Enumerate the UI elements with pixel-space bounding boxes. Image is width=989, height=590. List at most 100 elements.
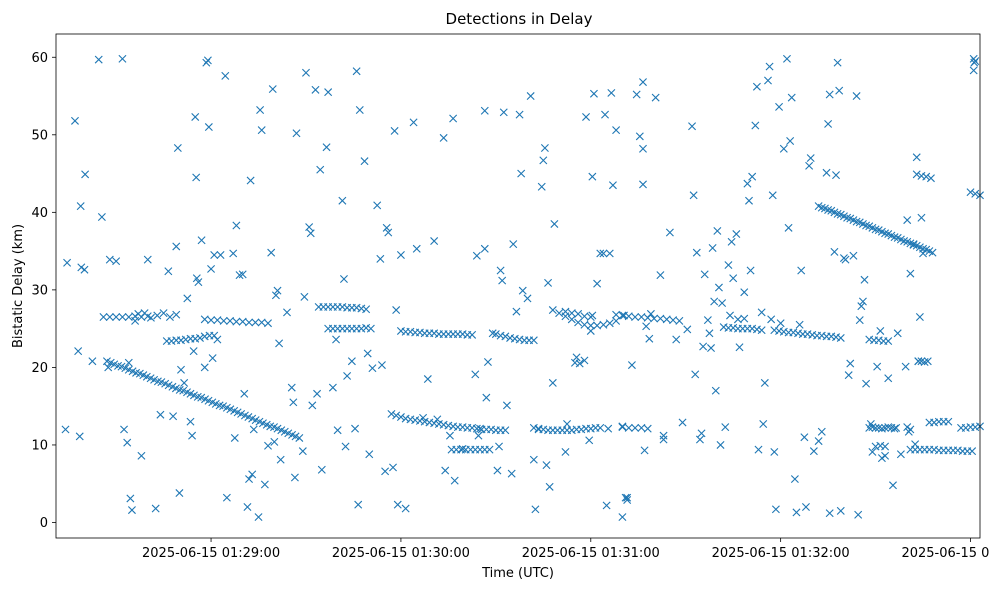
detection-point <box>801 502 810 511</box>
detection-point <box>507 469 516 478</box>
detection-point <box>468 330 477 339</box>
detection-point <box>888 481 897 490</box>
detection-point <box>63 258 72 267</box>
x-tick-label: 2025-06-15 01:29:00 <box>142 546 280 561</box>
detection-point <box>873 362 882 371</box>
detection-point <box>74 347 83 356</box>
detection-point <box>969 66 978 75</box>
detection-point <box>846 359 855 368</box>
detection-point <box>659 431 668 440</box>
detection-point <box>746 266 755 275</box>
detection-point <box>165 313 174 322</box>
detection-point <box>944 417 953 426</box>
detection-point <box>257 126 266 135</box>
detection-point <box>483 357 492 366</box>
detection-point <box>523 294 532 303</box>
detection-point <box>264 441 273 450</box>
detection-point <box>884 337 893 346</box>
detection-point <box>156 410 165 419</box>
detection-point <box>586 326 595 335</box>
y-tick-label: 10 <box>31 438 48 453</box>
detection-point <box>714 283 723 292</box>
detection-point <box>515 110 524 119</box>
detection-point <box>735 343 744 352</box>
detection-point <box>620 311 628 320</box>
detection-point <box>710 297 719 306</box>
detection-point <box>596 423 605 432</box>
x-tick-label: 2025-06-15 01:33:00 <box>901 546 989 561</box>
detection-point <box>105 255 114 264</box>
detection-point <box>373 201 382 210</box>
detection-point <box>188 431 197 440</box>
detection-point <box>832 171 841 180</box>
detection-point <box>640 446 649 455</box>
detection-point <box>341 442 350 451</box>
detection-point <box>289 398 298 407</box>
x-axis-ticks: 2025-06-15 01:29:00 2025-06-15 01:30:00 20… <box>142 538 989 561</box>
detection-point <box>180 378 189 387</box>
detection-point <box>251 318 260 327</box>
detection-point <box>692 248 701 257</box>
detection-point <box>409 118 418 127</box>
detection-point <box>588 172 597 181</box>
detection-point <box>351 424 360 433</box>
detection-point <box>881 229 890 238</box>
detection-point <box>123 438 132 447</box>
detection-point <box>775 102 784 111</box>
detection-point <box>716 440 725 449</box>
detection-point <box>589 89 598 98</box>
detection-point <box>707 344 716 353</box>
detection-point <box>862 379 871 388</box>
detection-point <box>612 126 621 135</box>
detection-point <box>605 319 614 328</box>
detection-point <box>607 88 616 97</box>
detection-point <box>699 342 708 351</box>
detection-point <box>273 286 282 295</box>
detection-point <box>207 316 216 325</box>
detection-point <box>971 189 980 198</box>
detection-point <box>800 433 809 442</box>
detection-point <box>338 196 347 205</box>
detection-point <box>240 389 249 398</box>
detection-point <box>159 309 168 318</box>
detection-point <box>585 436 594 445</box>
detection-point <box>787 93 796 102</box>
detection-point <box>599 249 608 258</box>
detection-point <box>172 242 181 251</box>
detection-point <box>203 56 212 65</box>
detection-point <box>639 78 647 87</box>
detection-point <box>740 288 749 297</box>
detection-point <box>387 409 396 418</box>
detection-point <box>874 423 883 432</box>
detection-point <box>539 156 548 165</box>
detection-point <box>146 313 155 322</box>
detection-point <box>339 275 348 284</box>
detection-point <box>912 153 921 162</box>
detection-point <box>480 244 489 253</box>
y-tick-label: 20 <box>31 361 48 376</box>
detection-point <box>120 425 129 434</box>
detection-point <box>767 315 776 324</box>
detection-point <box>324 88 333 97</box>
detection-point <box>643 424 652 433</box>
detection-point <box>618 422 627 431</box>
detection-point <box>81 170 90 179</box>
detection-point <box>232 221 241 230</box>
detection-point <box>501 332 510 341</box>
detection-point <box>623 496 632 504</box>
detection-point <box>852 92 861 101</box>
detection-point <box>347 357 356 366</box>
x-axis-title: Time (UTC) <box>481 566 554 581</box>
detection-point <box>363 349 372 358</box>
detection-point <box>759 420 768 429</box>
detection-point <box>381 467 390 476</box>
detection-point <box>966 188 975 197</box>
detection-point <box>718 299 727 308</box>
detection-point <box>830 247 839 256</box>
detection-point <box>757 308 766 317</box>
detection-point <box>517 169 526 178</box>
detection-point <box>518 286 527 295</box>
detection-point <box>354 500 363 509</box>
detection-point <box>911 440 920 449</box>
detection-point <box>855 316 864 325</box>
